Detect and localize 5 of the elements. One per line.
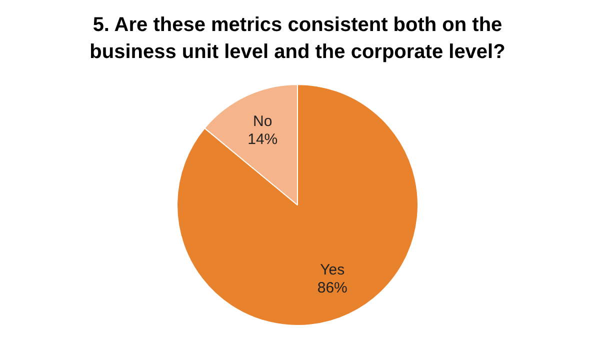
- data-label: 14%: [248, 131, 278, 148]
- slice-label: No: [253, 113, 272, 130]
- chart-title: 5. Are these metrics consistent both on the business unit level and the corporate level?: [88, 13, 506, 65]
- slice-label: Yes: [320, 261, 345, 278]
- data-label: 86%: [317, 279, 348, 296]
